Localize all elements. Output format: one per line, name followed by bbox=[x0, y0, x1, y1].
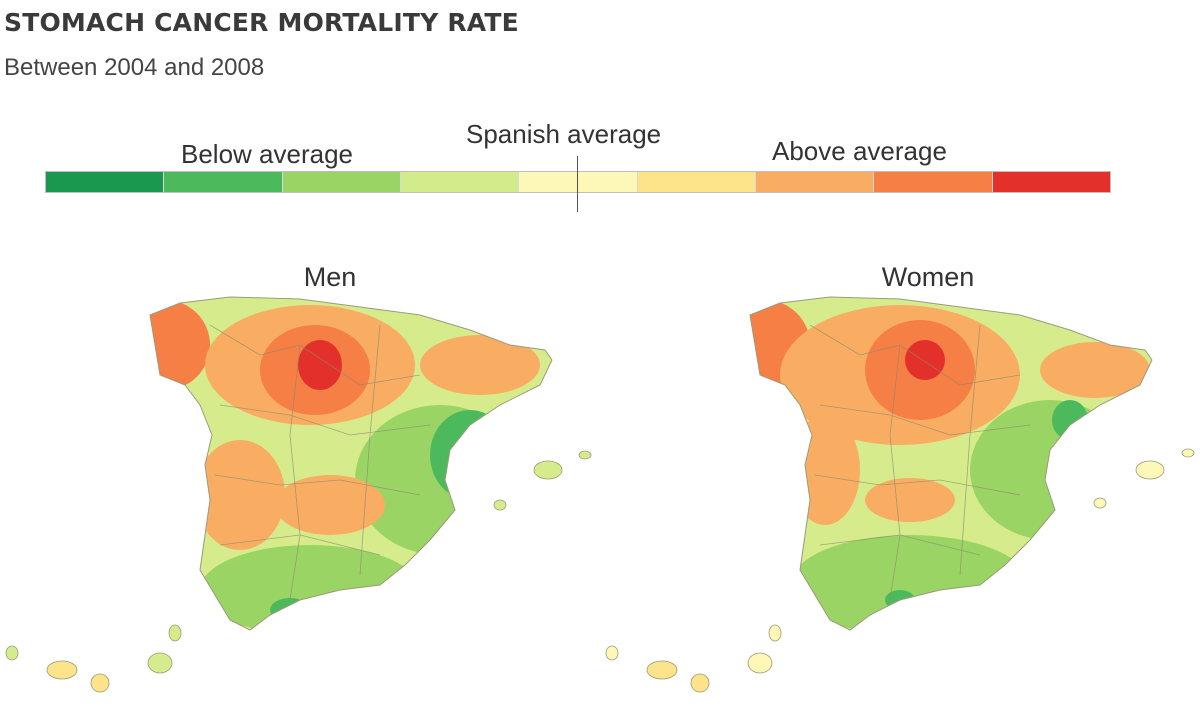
legend-swatch-3 bbox=[399, 172, 519, 192]
men-balearic-islands bbox=[493, 450, 592, 511]
women-map bbox=[605, 296, 1195, 693]
women-region-northeast bbox=[1040, 342, 1150, 398]
men-region-south-coast bbox=[270, 598, 310, 622]
chart-title: STOMACH CANCER MORTALITY RATE bbox=[4, 8, 519, 37]
men-province-borders bbox=[209, 324, 431, 601]
men-map-label: Men bbox=[303, 262, 357, 292]
women-balearic-islands bbox=[1093, 448, 1195, 509]
legend-swatch-0 bbox=[46, 172, 164, 192]
legend-swatch-1 bbox=[163, 172, 282, 192]
men-region-northeast bbox=[420, 335, 540, 395]
women-region-south bbox=[790, 535, 1030, 630]
men-region-center bbox=[275, 475, 385, 535]
legend-swatch-7 bbox=[873, 172, 992, 192]
men-region-east-coast bbox=[430, 410, 510, 500]
legend-swatch-8 bbox=[991, 172, 1110, 192]
legend-color-scale bbox=[45, 171, 1111, 193]
legend-swatch-5 bbox=[636, 172, 755, 192]
legend-center-label: Spanish average bbox=[466, 119, 662, 149]
women-region-center bbox=[865, 478, 955, 522]
chart-subtitle: Between 2004 and 2008 bbox=[4, 54, 265, 81]
women-province-borders bbox=[809, 324, 1031, 601]
men-region-northwest bbox=[150, 300, 210, 390]
women-map-label: Women bbox=[881, 262, 975, 292]
women-region-hotspot bbox=[905, 340, 945, 380]
men-map bbox=[5, 296, 592, 693]
women-region-west bbox=[790, 415, 860, 525]
men-map-regions bbox=[150, 297, 552, 630]
legend-swatch-6 bbox=[754, 172, 874, 192]
legend-swatch-2 bbox=[281, 172, 400, 192]
women-map-outline bbox=[749, 296, 1153, 631]
legend-below-label: Below average bbox=[181, 139, 353, 169]
women-canary-islands bbox=[605, 624, 782, 693]
women-region-east-coast bbox=[1052, 400, 1088, 440]
men-region-hotspot bbox=[298, 340, 342, 390]
men-region-west bbox=[195, 440, 285, 550]
legend-above-label: Above average bbox=[772, 136, 947, 166]
average-marker bbox=[577, 156, 578, 212]
women-map-regions bbox=[750, 297, 1152, 630]
women-region-east bbox=[970, 400, 1130, 540]
men-map-outline bbox=[149, 296, 553, 631]
men-canary-islands bbox=[5, 624, 182, 693]
